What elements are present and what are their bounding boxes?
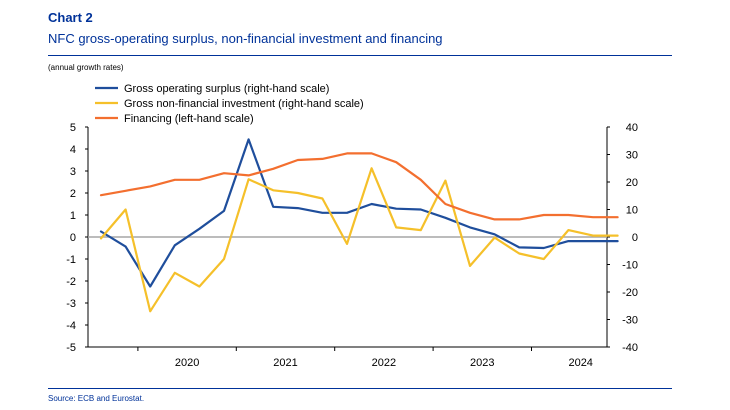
left-tick-label: -4 bbox=[66, 320, 76, 332]
chart-subtitle: (annual growth rates) bbox=[48, 63, 124, 72]
series-line-gross-operating-surplus bbox=[99, 138, 619, 288]
left-tick-label: 4 bbox=[70, 144, 76, 156]
x-tick-label: 2024 bbox=[568, 357, 592, 369]
left-tick-label: -2 bbox=[66, 276, 76, 288]
left-tick-label: 0 bbox=[70, 232, 76, 244]
x-tick-label: 2021 bbox=[273, 357, 297, 369]
right-tick-label: 0 bbox=[632, 232, 638, 244]
right-tick-label: 10 bbox=[626, 205, 638, 217]
left-tick-label: 1 bbox=[70, 210, 76, 222]
right-tick-label: -20 bbox=[622, 287, 638, 299]
series-line-financing bbox=[99, 152, 619, 221]
left-tick-label: -1 bbox=[66, 254, 76, 266]
source-note: Source: ECB and Eurostat. bbox=[48, 394, 145, 403]
series-layer bbox=[99, 138, 619, 313]
right-tick-label: -40 bbox=[622, 342, 638, 354]
legend-label-financing: Financing (left-hand scale) bbox=[124, 113, 254, 125]
legend-label-gross-non-financial-investment: Gross non-financial investment (right-ha… bbox=[124, 98, 364, 110]
chart-title: NFC gross-operating surplus, non-financi… bbox=[48, 31, 443, 46]
legend-label-gross-operating-surplus: Gross operating surplus (right-hand scal… bbox=[124, 83, 329, 95]
left-tick-label: 2 bbox=[70, 188, 76, 200]
left-tick-label: 5 bbox=[70, 122, 76, 134]
right-tick-label: 40 bbox=[626, 122, 638, 134]
x-tick-label: 2020 bbox=[175, 357, 199, 369]
right-tick-label: -10 bbox=[622, 260, 638, 272]
top-rule bbox=[48, 55, 672, 56]
series-line-gross-non-financial-investment bbox=[99, 167, 619, 313]
bottom-rule bbox=[48, 388, 672, 389]
axes: 543210-1-2-3-4-5403020100-10-20-30-40202… bbox=[66, 122, 638, 369]
left-tick-label: 3 bbox=[70, 166, 76, 178]
right-tick-label: 20 bbox=[626, 177, 638, 189]
left-tick-label: -3 bbox=[66, 298, 76, 310]
right-tick-label: -30 bbox=[622, 315, 638, 327]
left-tick-label: -5 bbox=[66, 342, 76, 354]
x-tick-label: 2023 bbox=[470, 357, 494, 369]
x-tick-label: 2022 bbox=[372, 357, 396, 369]
right-tick-label: 30 bbox=[626, 150, 638, 162]
legend: Gross operating surplus (right-hand scal… bbox=[95, 83, 364, 125]
chart-label: Chart 2 bbox=[48, 10, 93, 25]
